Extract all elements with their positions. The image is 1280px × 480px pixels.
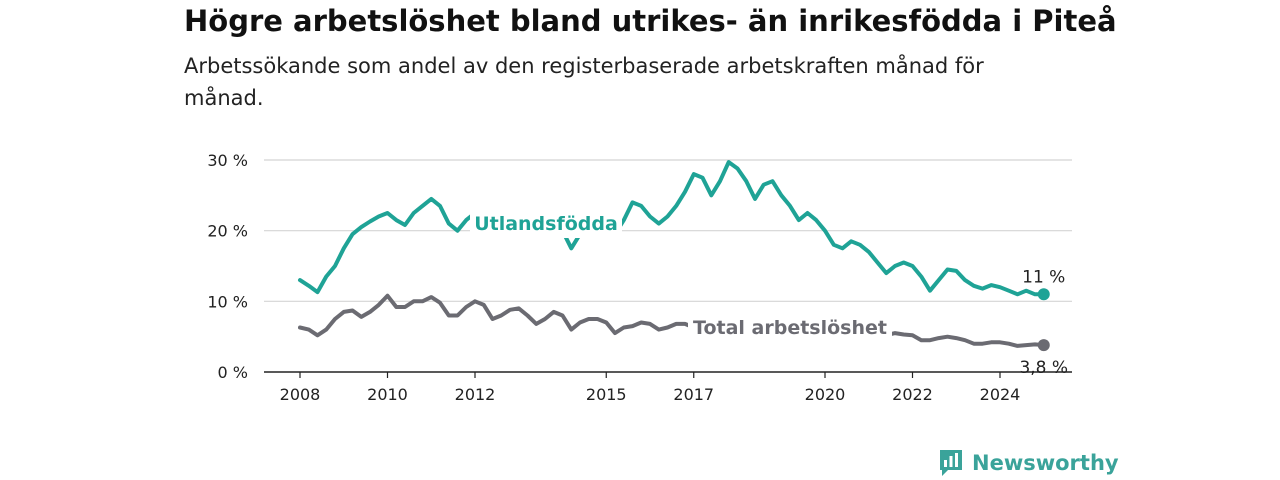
y-tick-label: 30 % <box>207 151 248 170</box>
series-name-label: Utlandsfödda <box>474 213 618 235</box>
chart-subtitle: Arbetssökande som andel av den registerb… <box>184 54 984 110</box>
series-labels: Utlandsfödda 11 % Total arbetslöshet 3,8 % <box>470 210 1068 378</box>
series-label-background <box>470 210 622 238</box>
brand-name: Newsworthy <box>972 451 1119 475</box>
y-tick-label: 0 % <box>218 363 248 382</box>
x-tick-label: 2017 <box>673 385 714 404</box>
x-tick-label: 2024 <box>980 385 1021 404</box>
series-end-value-label: 11 % <box>1022 267 1065 287</box>
x-axis: 2008 2010 2012 2015 2017 2020 2022 2024 <box>264 371 1072 404</box>
series-line <box>298 293 1046 348</box>
series-end-point <box>1037 288 1050 301</box>
series-name-label: Total arbetslöshet <box>693 317 887 339</box>
newsworthy-logo[interactable]: Newsworthy <box>938 448 1119 478</box>
grid-lines <box>264 159 1072 302</box>
y-axis: 0 % 10 % 20 % 30 % <box>207 151 248 382</box>
x-tick-label: 2015 <box>586 385 627 404</box>
y-tick-label: 20 % <box>207 222 248 241</box>
series-label-background <box>688 314 892 342</box>
x-tick-label: 2020 <box>805 385 846 404</box>
series-end-point <box>1037 339 1050 352</box>
y-tick-label: 10 % <box>207 292 248 311</box>
x-tick-label: 2022 <box>892 385 933 404</box>
x-tick-label: 2010 <box>367 385 408 404</box>
series-end-value-label: 3,8 % <box>1019 358 1068 378</box>
chart-title: Högre arbetslöshet bland utrikes- än inr… <box>184 4 1117 38</box>
x-tick-label: 2008 <box>280 385 321 404</box>
newsworthy-logo-icon <box>940 450 962 476</box>
x-tick-label: 2012 <box>455 385 496 404</box>
series-line <box>298 160 1046 297</box>
series-group <box>298 160 1050 352</box>
